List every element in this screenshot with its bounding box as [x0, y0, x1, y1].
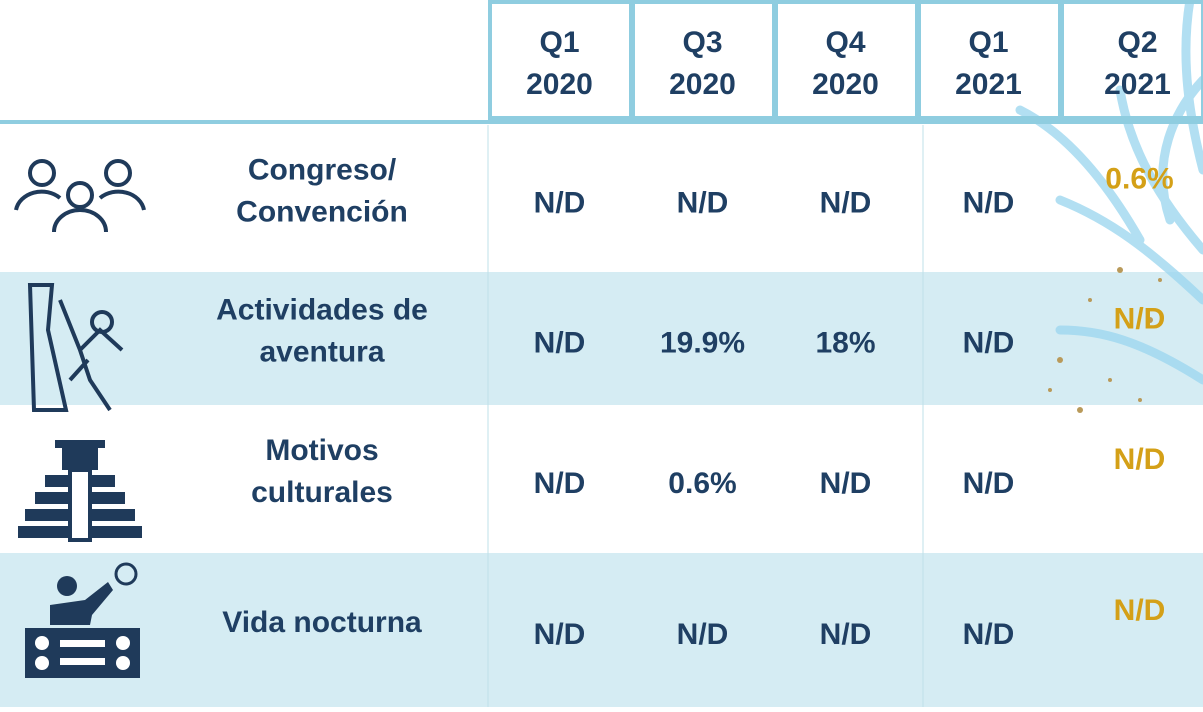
- header-year: 2021: [1104, 68, 1171, 101]
- cell-value: 18%: [815, 326, 875, 359]
- row-bg: [0, 272, 1203, 405]
- icon-people: [14, 159, 146, 233]
- header-year: 2021: [955, 68, 1022, 101]
- header-quarter: Q4: [825, 26, 865, 59]
- dots-decoration: [1048, 267, 1162, 413]
- row-label: culturales: [251, 476, 393, 509]
- header-year: 2020: [812, 68, 879, 101]
- cell-value: N/D: [1114, 594, 1166, 627]
- row-label: Congreso/: [248, 153, 397, 186]
- cell-value: 0.6%: [1105, 162, 1173, 195]
- icon-dj: [25, 562, 140, 678]
- cell-value: N/D: [677, 186, 729, 219]
- cell-value: N/D: [677, 618, 729, 651]
- row-label: Actividades de: [216, 293, 428, 326]
- row-label: Convención: [236, 195, 408, 228]
- row-label: Motivos: [265, 434, 378, 467]
- row-label: aventura: [259, 335, 384, 368]
- cell-value: N/D: [534, 186, 586, 219]
- cell-value: N/D: [820, 618, 872, 651]
- icon-climbing: [27, 283, 124, 412]
- cell-value: N/D: [1114, 302, 1166, 335]
- cell-value: 19.9%: [660, 326, 745, 359]
- cell-value: N/D: [534, 467, 586, 500]
- header-year: 2020: [526, 68, 593, 101]
- header-year: 2020: [669, 68, 736, 101]
- header-cell: [1060, 0, 1203, 120]
- grid: [487, 125, 924, 707]
- header-quarter: Q1: [539, 26, 579, 59]
- icon-pyramid: [18, 440, 142, 542]
- cell-value: N/D: [820, 467, 872, 500]
- row-label: Vida nocturna: [222, 606, 422, 639]
- table: Q1 2020 Q3 2020 Q4 2020 Q1 2021 Q2 2021 Congreso/C…: [216, 0, 1203, 651]
- cell-value: N/D: [820, 186, 872, 219]
- cell-value: 0.6%: [668, 467, 736, 500]
- cell-value: N/D: [963, 618, 1015, 651]
- cell-value: N/D: [534, 618, 586, 651]
- cell-value: N/D: [963, 467, 1015, 500]
- cell-value: N/D: [534, 326, 586, 359]
- header-quarter: Q1: [968, 26, 1008, 59]
- coral-decoration: [1015, 0, 1203, 385]
- header-quarter: Q2: [1117, 26, 1157, 59]
- cell-value: N/D: [963, 186, 1015, 219]
- cell-value: N/D: [1114, 443, 1166, 476]
- header-quarter: Q3: [682, 26, 722, 59]
- row-bg: [0, 553, 1203, 707]
- cell-value: N/D: [963, 326, 1015, 359]
